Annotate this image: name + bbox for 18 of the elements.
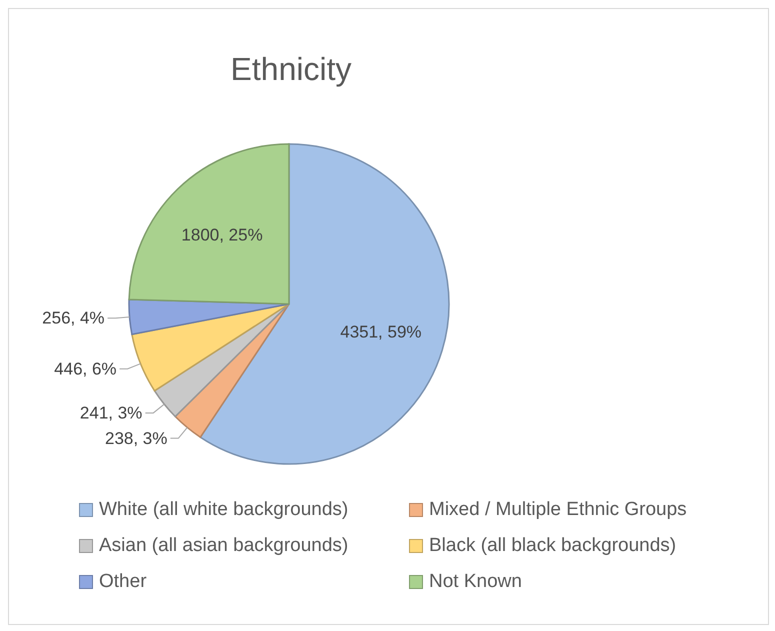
data-label: 241, 3% (80, 403, 142, 422)
data-label: 446, 6% (54, 359, 117, 378)
pie-slice (154, 303, 290, 418)
pie-slice (131, 303, 290, 392)
legend-label: Mixed / Multiple Ethnic Groups (429, 499, 687, 521)
pie-slice (174, 303, 290, 438)
legend-label: Not Known (429, 571, 522, 593)
legend-label: White (all white backgrounds) (99, 499, 348, 521)
chart-title: Ethnicity (230, 51, 352, 88)
data-label: 4351, 59% (340, 322, 422, 342)
pie-slice (128, 298, 290, 336)
legend-label: Black (all black backgrounds) (429, 535, 676, 557)
legend-label: Asian (all asian backgrounds) (99, 535, 348, 557)
data-label: 238, 3% (104, 428, 168, 448)
pie-slice (128, 143, 290, 305)
legend-label: Other (99, 571, 147, 593)
data-label: 1800, 25% (181, 226, 263, 245)
data-label: 256, 4% (42, 308, 105, 328)
